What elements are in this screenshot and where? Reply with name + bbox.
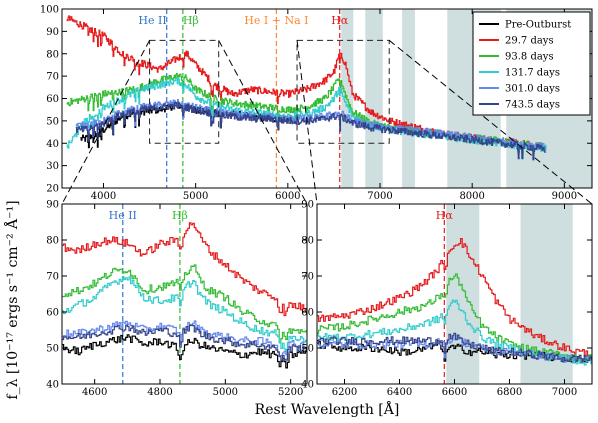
line-label-1: Hβ xyxy=(183,14,199,27)
legend-label: 93.8 days xyxy=(505,52,554,63)
x-tick-label: 7000 xyxy=(367,191,392,202)
x-tick-label: 6800 xyxy=(497,387,522,398)
y-tick-label: 90 xyxy=(46,27,59,38)
x-tick-label: 4800 xyxy=(147,387,172,398)
zoom-box-0 xyxy=(149,39,220,144)
y-tick-label: 60 xyxy=(46,94,59,105)
telluric-band-2 xyxy=(402,9,416,188)
x-tick-label: 9000 xyxy=(552,191,577,202)
legend-box xyxy=(472,11,591,116)
series-743-5-days xyxy=(75,101,547,161)
y-tick-label: 100 xyxy=(40,5,59,16)
y-tick-label: 60 xyxy=(301,308,314,319)
legend-label: 743.5 days xyxy=(505,100,560,111)
y-tick-label: 80 xyxy=(46,49,59,60)
legend-label: Pre-Outburst xyxy=(505,20,571,31)
series-29-7-days xyxy=(62,222,307,317)
x-tick-label: 6400 xyxy=(387,387,412,398)
zoom-connectors xyxy=(61,39,593,205)
y-tick-label: 50 xyxy=(46,116,59,127)
y-tick-label: 90 xyxy=(301,200,314,211)
line-label-3: Hα xyxy=(331,14,349,27)
line-label-2: He I + Na I xyxy=(244,14,308,27)
y-tick-label: 80 xyxy=(301,236,314,247)
series-pre-outburst xyxy=(62,334,307,369)
y-tick-label: 70 xyxy=(46,72,59,83)
panel-halpha-zoom: 6200 6400 6600 6800 7000 40 50 60 70 80 90 Hα xyxy=(301,200,593,398)
x-tick-label: 5000 xyxy=(183,191,208,202)
plot-frame xyxy=(61,203,308,385)
series-743-5-days xyxy=(62,324,307,361)
y-tick-label: 70 xyxy=(46,272,59,283)
y-tick-label: 30 xyxy=(46,161,59,172)
x-tick-label: 7000 xyxy=(552,387,577,398)
y-tick-label: 70 xyxy=(301,272,314,283)
x-tick-label: 4600 xyxy=(82,387,107,398)
line-label-0: He II xyxy=(138,14,166,27)
x-tick-label: 4000 xyxy=(91,191,116,202)
series-93-8-days xyxy=(62,264,307,344)
y-axis-label: f_λ [10⁻¹⁷ ergs s⁻¹ cm⁻² Å⁻¹] xyxy=(3,200,21,399)
y-tick-label: 20 xyxy=(46,184,59,195)
y-tick-label: 50 xyxy=(301,344,314,355)
zoom-box-1 xyxy=(296,39,390,144)
x-tick-label: 8000 xyxy=(459,191,484,202)
legend-label: 29.7 days xyxy=(505,36,554,47)
x-tick-label: 6200 xyxy=(332,387,357,398)
y-tick-label: 80 xyxy=(46,236,59,247)
series-93-8-days xyxy=(317,273,592,361)
x-tick-label: 5000 xyxy=(213,387,238,398)
series-29-7-days xyxy=(317,238,592,359)
line-label-1: Hβ xyxy=(172,209,188,222)
zoom-connector xyxy=(61,40,151,205)
y-tick-label: 40 xyxy=(301,380,314,391)
y-tick-label: 40 xyxy=(46,380,59,391)
series-743-5-days xyxy=(317,332,592,363)
panel-hbeta-zoom: 4600 4800 5000 5200 40 50 60 70 80 90 He II Hβ xyxy=(46,200,308,398)
line-label-0: Hα xyxy=(436,209,454,222)
x-axis-label: Rest Wavelength [Å] xyxy=(255,400,400,418)
y-tick-label: 40 xyxy=(46,139,59,150)
y-tick-label: 90 xyxy=(46,200,59,211)
zoom-connector xyxy=(296,40,318,205)
zoom-connector xyxy=(218,40,308,205)
telluric-band-1 xyxy=(365,9,383,188)
telluric-band-0 xyxy=(446,204,480,384)
y-tick-label: 50 xyxy=(46,344,59,355)
series-301-0-days xyxy=(62,320,307,358)
x-tick-label: 6600 xyxy=(442,387,467,398)
x-tick-label: 5200 xyxy=(278,387,303,398)
legend-label: 131.7 days xyxy=(505,68,560,79)
legend-label: 301.0 days xyxy=(505,84,560,95)
y-tick-label: 60 xyxy=(46,308,59,319)
series-131-7-days xyxy=(62,276,307,351)
x-tick-label: 6000 xyxy=(275,191,300,202)
line-label-0: He II xyxy=(109,209,137,222)
legend: Pre-Outburst 29.7 days 93.8 days 131.7 days… xyxy=(472,11,591,116)
